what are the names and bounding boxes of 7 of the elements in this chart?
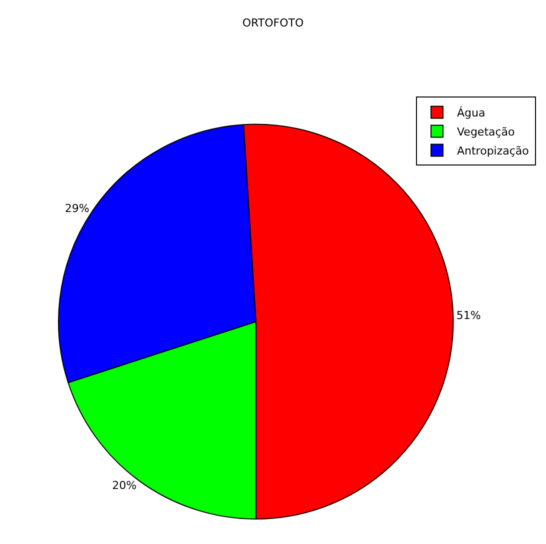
data-label: 20% xyxy=(112,479,137,492)
chart-title: ORTOFOTO xyxy=(242,16,304,30)
legend-label: Vegetação xyxy=(457,126,516,139)
data-label: 29% xyxy=(64,202,90,216)
legend-label: Água xyxy=(457,106,486,120)
data-label: 51% xyxy=(456,308,481,322)
legend-label: Antropização xyxy=(457,144,530,158)
